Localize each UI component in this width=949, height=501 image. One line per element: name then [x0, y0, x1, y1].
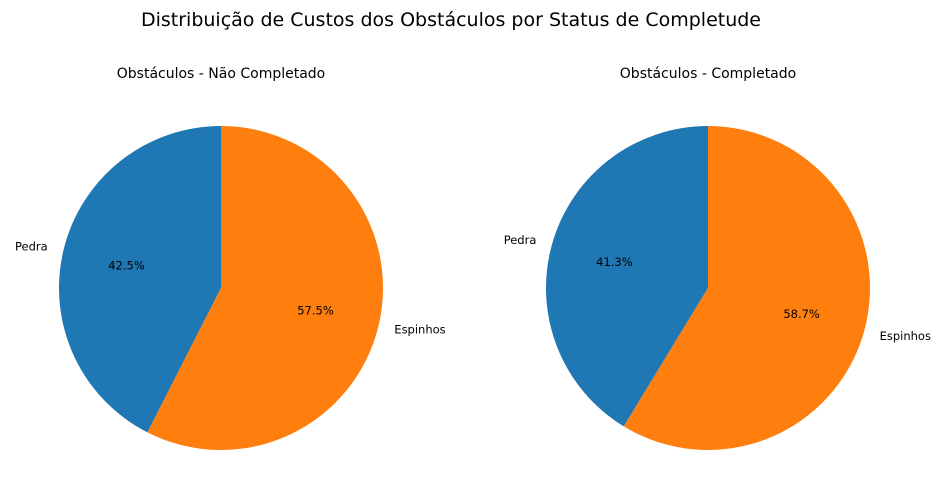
slice-percent-label: 42.5% — [108, 258, 145, 272]
slice-percent-label: 41.3% — [596, 255, 633, 269]
pie-slices — [546, 126, 871, 450]
pie-slice-espinhos — [623, 126, 871, 450]
pie-chart-completed: Obstáculos - Completado Pedra 41.3% Espinh… — [504, 66, 931, 450]
pie-slice-espinhos — [147, 125, 384, 451]
slice-percent-label: 57.5% — [297, 304, 334, 318]
slice-label: Espinhos — [880, 329, 931, 343]
slice-label: Pedra — [15, 239, 48, 253]
pie-title: Obstáculos - Não Completado — [117, 66, 326, 82]
pie-labels: Pedra 42.5% Espinhos 57.5% — [15, 239, 446, 336]
slice-label: Pedra — [504, 233, 537, 247]
pie-slice-pedra — [59, 126, 221, 433]
slice-percent-label: 58.7% — [783, 307, 820, 321]
slice-label: Espinhos — [394, 323, 445, 337]
pie-labels: Pedra 41.3% Espinhos 58.7% — [504, 233, 931, 343]
figure-title: Distribuição de Custos dos Obstáculos po… — [141, 9, 761, 31]
pie-slice-pedra — [546, 126, 708, 427]
pie-chart-not-completed: Obstáculos - Não Completado Pedra 42.5% Es… — [15, 66, 446, 451]
pie-slices — [59, 125, 384, 451]
pie-title: Obstáculos - Completado — [620, 66, 796, 82]
